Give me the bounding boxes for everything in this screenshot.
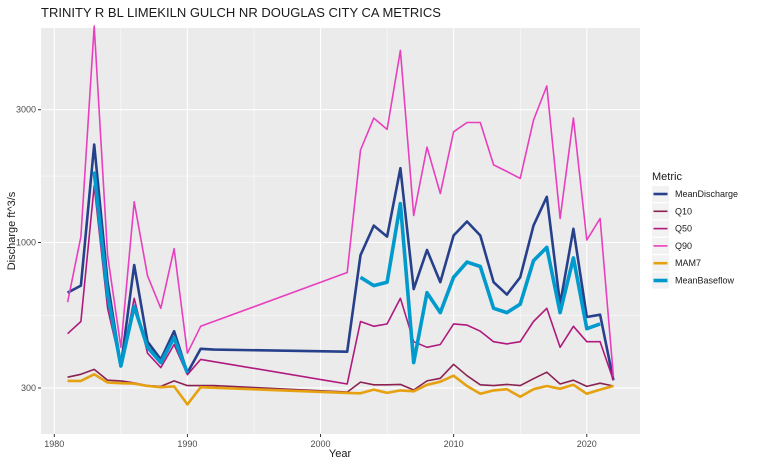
x-axis-title: Year bbox=[329, 448, 352, 460]
legend-label-q50: Q50 bbox=[675, 224, 692, 234]
x-tick-label: 2010 bbox=[444, 439, 464, 449]
legend-label-q90: Q90 bbox=[675, 241, 692, 251]
y-tick-label: 1000 bbox=[16, 237, 36, 247]
x-tick-label: 2020 bbox=[577, 439, 597, 449]
legend-label-mam7: MAM7 bbox=[675, 258, 701, 268]
axes: 1980 1990 2000 2010 2020 300 1000 3000 bbox=[16, 105, 597, 449]
x-tick-label: 1980 bbox=[44, 439, 64, 449]
series-line-mam7 bbox=[67, 373, 614, 406]
plot-panel bbox=[41, 28, 640, 434]
series-line-q90 bbox=[66, 25, 615, 377]
legend: Metric MeanDischarge Q10 Q50 Q90 MAM7 MeanBas… bbox=[652, 171, 738, 289]
chart-title: TRINITY R BL LIMEKILN GULCH NR DOUGLAS C… bbox=[41, 5, 441, 20]
y-tick-label: 3000 bbox=[16, 105, 36, 115]
series-line-meanbaseflow bbox=[92, 171, 601, 374]
series-lines bbox=[66, 25, 615, 406]
series-line-meandischarge bbox=[66, 143, 615, 381]
x-tick-label: 2000 bbox=[311, 439, 331, 449]
legend-label-meanbaseflow: MeanBaseflow bbox=[675, 276, 735, 286]
y-axis-title: Discharge ft^3/s bbox=[6, 191, 18, 270]
y-tick-label: 300 bbox=[21, 383, 36, 393]
x-tick-label: 1990 bbox=[177, 439, 197, 449]
legend-title: Metric bbox=[652, 171, 682, 183]
legend-label-meandischarge: MeanDischarge bbox=[675, 189, 738, 199]
legend-label-q10: Q10 bbox=[675, 206, 692, 216]
